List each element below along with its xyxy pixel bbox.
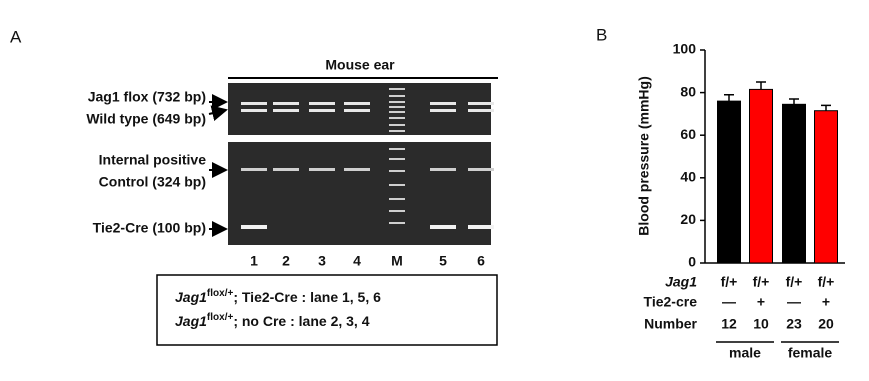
ladder-band bbox=[389, 158, 405, 160]
band bbox=[309, 102, 335, 105]
ladder-band bbox=[389, 124, 405, 126]
band bbox=[273, 168, 299, 171]
band bbox=[468, 168, 494, 171]
sup: flox/+ bbox=[207, 288, 234, 299]
panel-label: B bbox=[596, 25, 607, 44]
ladder-band bbox=[389, 111, 405, 113]
ladder-band bbox=[389, 106, 405, 108]
gel-lower bbox=[228, 142, 491, 245]
band-label: Control (324 bp) bbox=[99, 174, 206, 190]
lane-labels: 1 2 3 4 M 5 6 bbox=[250, 253, 485, 269]
group-label: male bbox=[729, 345, 761, 361]
band bbox=[344, 102, 370, 105]
row-cell: f/+ bbox=[753, 274, 770, 290]
lane-label: 5 bbox=[439, 253, 447, 269]
gel-title: Mouse ear bbox=[325, 57, 395, 73]
band bbox=[241, 109, 267, 112]
gene: Jag1 bbox=[175, 313, 207, 329]
y-tick-label: 80 bbox=[680, 83, 696, 99]
band bbox=[309, 168, 335, 171]
band bbox=[241, 225, 267, 229]
ladder-band bbox=[389, 184, 405, 186]
lane-label: 1 bbox=[250, 253, 258, 269]
ladder-band bbox=[389, 222, 405, 224]
row-cell: 20 bbox=[818, 316, 834, 332]
row-cell: f/+ bbox=[818, 274, 835, 290]
row-cell: — bbox=[722, 294, 736, 310]
ladder-band bbox=[389, 95, 405, 97]
error-bar bbox=[789, 98, 799, 105]
row-cell: + bbox=[757, 294, 765, 310]
gel-bands bbox=[241, 88, 494, 229]
band-label: Wild type (649 bp) bbox=[86, 111, 206, 127]
row-label: Tie2-cre bbox=[644, 294, 698, 310]
lane-label: M bbox=[391, 253, 403, 269]
legend-line: Jag1flox/+; no Cre : lane 2, 3, 4 bbox=[175, 312, 370, 329]
row-cell: f/+ bbox=[786, 274, 803, 290]
bar bbox=[782, 103, 806, 264]
ladder-band bbox=[389, 210, 405, 212]
y-tick-label: 0 bbox=[688, 254, 696, 270]
band bbox=[241, 168, 267, 171]
y-axis-label: Blood pressure (mmHg) bbox=[636, 76, 652, 235]
band-label: Internal positive bbox=[99, 152, 207, 168]
legend-text: ; no Cre : lane 2, 3, 4 bbox=[233, 313, 369, 329]
lane-label: 4 bbox=[353, 253, 361, 269]
y-tick-label: 100 bbox=[673, 41, 697, 57]
group-label: female bbox=[788, 345, 833, 361]
band bbox=[273, 109, 299, 112]
row-cell: f/+ bbox=[721, 274, 738, 290]
band bbox=[273, 102, 299, 105]
y-tick-label: 20 bbox=[680, 211, 696, 227]
ladder-band bbox=[389, 88, 405, 90]
row-cell: + bbox=[822, 294, 830, 310]
lane-label: 6 bbox=[477, 253, 485, 269]
y-tick-label: 40 bbox=[680, 169, 696, 185]
bar bbox=[814, 110, 838, 264]
bar-chart: 0 20 40 60 80 100 Jag1 f/+ f/+ f/+ f/+ Tie2-cre — + — +… bbox=[644, 41, 845, 361]
band bbox=[309, 109, 335, 112]
ladder-band bbox=[389, 101, 405, 103]
ladder-band bbox=[389, 148, 405, 150]
band bbox=[430, 168, 456, 171]
gene: Jag1 bbox=[175, 289, 207, 305]
ladder-band bbox=[389, 170, 405, 172]
legend-text: ; Tie2-Cre : lane 1, 5, 6 bbox=[233, 289, 381, 305]
error-bar bbox=[821, 104, 831, 111]
bar bbox=[717, 100, 741, 264]
band-label: Tie2-Cre (100 bp) bbox=[93, 220, 206, 236]
band bbox=[468, 109, 494, 112]
band bbox=[468, 102, 494, 105]
band bbox=[241, 102, 267, 105]
band bbox=[430, 109, 456, 112]
band bbox=[468, 225, 494, 229]
row-cell: — bbox=[787, 294, 801, 310]
arrows bbox=[208, 94, 228, 237]
row-label: Jag1 bbox=[665, 274, 697, 290]
error-bar bbox=[756, 81, 766, 90]
band-label: Jag1 flox (732 bp) bbox=[88, 89, 206, 105]
lane-label: 3 bbox=[318, 253, 326, 269]
band bbox=[430, 102, 456, 105]
y-tick-label: 60 bbox=[680, 126, 696, 142]
sup: flox/+ bbox=[207, 312, 234, 323]
row-cell: 23 bbox=[786, 316, 802, 332]
ladder-band bbox=[389, 130, 405, 132]
band bbox=[344, 168, 370, 171]
legend-line: Jag1flox/+; Tie2-Cre : lane 1, 5, 6 bbox=[175, 288, 381, 305]
row-cell: 12 bbox=[721, 316, 737, 332]
ladder-band bbox=[389, 198, 405, 200]
row-cell: 10 bbox=[753, 316, 769, 332]
bar bbox=[749, 88, 773, 264]
band bbox=[430, 225, 456, 229]
error-bar bbox=[724, 93, 734, 102]
band bbox=[344, 109, 370, 112]
legend-box bbox=[156, 274, 498, 346]
lane-label: 2 bbox=[282, 253, 290, 269]
panel-label: A bbox=[10, 27, 22, 46]
row-label: Number bbox=[644, 316, 697, 332]
ladder-band bbox=[389, 117, 405, 119]
